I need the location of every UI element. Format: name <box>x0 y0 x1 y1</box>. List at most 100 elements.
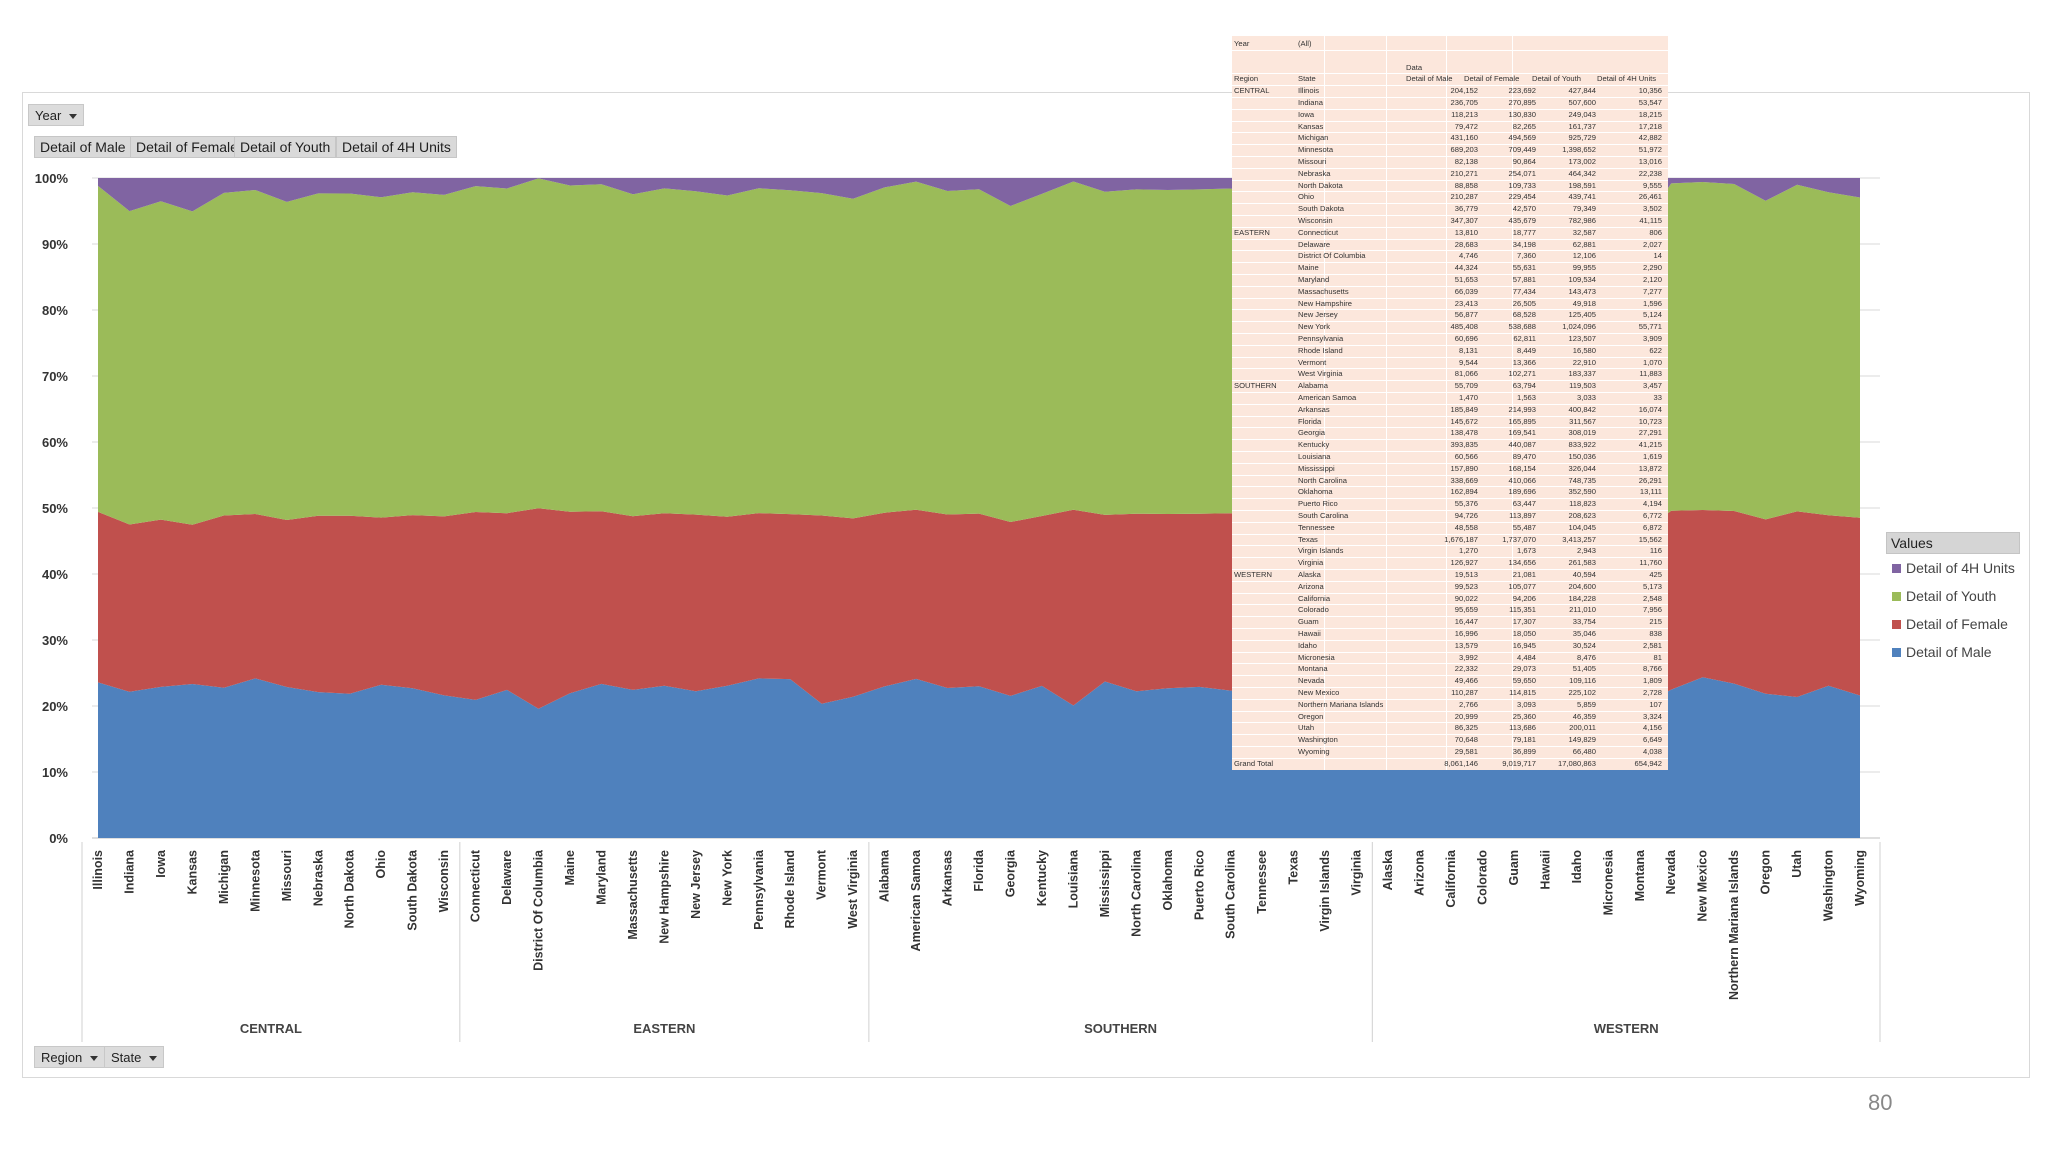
legend-label: Detail of 4H Units <box>1906 560 2015 576</box>
pivot-cell: Maine <box>1298 263 1319 273</box>
x-tick-label: Maine <box>563 850 577 885</box>
pivot-cell: 104,045 <box>1568 522 1596 532</box>
pivot-cell: 35,046 <box>1572 629 1596 638</box>
pivot-cell: 102,271 <box>1508 369 1536 379</box>
pivot-row: Missouri 82,138 90,864 173,002 13,016 <box>1232 156 1668 169</box>
pivot-cell: 254,071 <box>1508 168 1536 178</box>
pivot-data-row: Data <box>1232 62 1668 75</box>
region-label-central: CENTRAL <box>240 1021 302 1036</box>
legend-item-male[interactable]: Detail of Male <box>1886 638 2020 666</box>
pivot-cell: 46,359 <box>1572 711 1596 721</box>
pivot-cell: Delaware <box>1298 239 1331 249</box>
pivot-cell: Minnesota <box>1298 145 1334 155</box>
state-filter-button[interactable]: State <box>104 1046 165 1068</box>
pivot-cell: 16,447 <box>1454 617 1478 627</box>
legend-item-female[interactable]: Detail of Female <box>1886 610 2020 638</box>
x-tick-label: Washington <box>1822 850 1836 921</box>
pivot-cell: Louisiana <box>1298 452 1331 461</box>
year-filter-button[interactable]: Year <box>28 104 85 126</box>
pivot-cell: 17,080,863 <box>1557 758 1596 768</box>
x-tick-label: Puerto Rico <box>1192 850 1206 921</box>
pivot-cell: 173,002 <box>1568 157 1596 166</box>
pivot-cell: (All) <box>1298 39 1312 48</box>
pivot-cell: 70,648 <box>1454 735 1478 745</box>
pivot-row: Micronesia 3,992 4,484 8,476 81 <box>1232 652 1668 665</box>
pivot-cell: 326,044 <box>1568 463 1596 473</box>
pivot-cell: 33 <box>1653 393 1662 402</box>
value-button-male[interactable]: Detail of Male <box>34 136 132 158</box>
pivot-cell: 23,413 <box>1454 298 1478 308</box>
pivot-cell: 55,376 <box>1454 499 1478 509</box>
pivot-cell: 62,881 <box>1572 239 1596 249</box>
pivot-cell: 115,351 <box>1509 605 1536 615</box>
pivot-cell: District Of Columbia <box>1298 251 1366 261</box>
region-filter-button[interactable]: Region <box>34 1046 106 1068</box>
pivot-cell: 110,287 <box>1451 688 1478 697</box>
x-tick-label: Northern Mariana Islands <box>1727 850 1741 1000</box>
pivot-cell: 10,356 <box>1638 86 1662 96</box>
pivot-cell: 21,081 <box>1512 570 1536 579</box>
x-tick-label: Delaware <box>500 850 514 905</box>
value-button-female[interactable]: Detail of Female <box>130 136 244 158</box>
legend-item-4h-units[interactable]: Detail of 4H Units <box>1886 554 2020 582</box>
x-tick-label: Arizona <box>1413 849 1427 896</box>
pivot-cell: 507,600 <box>1568 98 1596 107</box>
pivot-cell: 168,154 <box>1508 463 1536 473</box>
pivot-cell: 116 <box>1649 546 1662 556</box>
pivot-cell: 13,366 <box>1512 357 1536 367</box>
value-button-4h-units[interactable]: Detail of 4H Units <box>336 136 457 158</box>
x-tick-label: Nevada <box>1664 849 1678 895</box>
pivot-cell: 99,955 <box>1572 263 1596 273</box>
pivot-cell: American Samoa <box>1298 393 1357 402</box>
pivot-cell: 3,992 <box>1458 652 1478 662</box>
pivot-cell: 114,815 <box>1509 688 1536 697</box>
x-tick-label: New Jersey <box>689 850 703 919</box>
pivot-cell: 143,473 <box>1568 286 1596 296</box>
pivot-cell: 435,679 <box>1508 216 1536 225</box>
pivot-cell: Colorado <box>1298 605 1329 615</box>
pivot-cell: 90,022 <box>1454 593 1478 603</box>
pivot-cell: North Carolina <box>1298 475 1347 485</box>
pivot-cell: 26,291 <box>1638 475 1662 485</box>
pivot-cell: 107 <box>1649 699 1662 709</box>
pivot-cell: 34,198 <box>1512 239 1536 249</box>
pivot-cell: 184,228 <box>1568 593 1596 603</box>
pivot-row: Arkansas 185,849 214,993 400,842 16,074 <box>1232 404 1668 417</box>
pivot-cell: 9,555 <box>1642 180 1662 190</box>
pivot-row: Iowa 118,213 130,830 249,043 18,215 <box>1232 109 1668 122</box>
pivot-cell: 82,138 <box>1454 157 1478 166</box>
value-button-youth[interactable]: Detail of Youth <box>234 136 337 158</box>
pivot-cell: 60,566 <box>1454 452 1478 461</box>
pivot-row: Grand Total 8,061,146 9,019,717 17,080,863 6… <box>1232 758 1668 770</box>
pivot-cell: 689,203 <box>1450 145 1478 155</box>
pivot-row: WESTERN Alaska 19,513 21,081 40,594 425 <box>1232 569 1668 582</box>
pivot-cell: 925,729 <box>1568 133 1596 143</box>
pivot-cell: Pennsylvania <box>1298 334 1344 343</box>
pivot-row: Hawaii 16,996 18,050 35,046 838 <box>1232 628 1668 641</box>
pivot-cell: 494,569 <box>1508 133 1536 143</box>
pivot-cell: 60,696 <box>1454 334 1478 343</box>
legend-item-youth[interactable]: Detail of Youth <box>1886 582 2020 610</box>
pivot-row: Florida 145,672 165,895 311,567 10,723 <box>1232 416 1668 429</box>
pivot-cell: 4,038 <box>1642 747 1662 756</box>
x-tick-label: Micronesia <box>1601 849 1615 915</box>
pivot-cell: 431,160 <box>1450 133 1478 143</box>
pivot-row: Maryland 51,653 57,881 109,534 2,120 <box>1232 274 1668 287</box>
pivot-cell: 806 <box>1649 227 1662 237</box>
pivot-cell: 2,120 <box>1642 275 1662 284</box>
chevron-down-icon <box>90 1056 99 1062</box>
pivot-cell: 30,524 <box>1572 640 1596 650</box>
pivot-cell: Kentucky <box>1298 440 1330 450</box>
legend-swatch <box>1892 564 1901 573</box>
pivot-cell: 185,849 <box>1450 404 1478 414</box>
x-tick-label: Kentucky <box>1035 850 1049 906</box>
pivot-cell: 66,480 <box>1572 747 1596 756</box>
x-tick-label: Wisconsin <box>437 850 451 912</box>
pivot-row: CENTRAL Illinois 204,152 223,692 427,844 10,3… <box>1232 85 1668 98</box>
pivot-cell: 68,528 <box>1512 310 1536 320</box>
pivot-cell: 118,823 <box>1569 499 1596 509</box>
x-tick-label: Minnesota <box>248 849 262 912</box>
x-tick-label: Nebraska <box>311 849 325 906</box>
pivot-cell: 1,673 <box>1516 546 1536 556</box>
